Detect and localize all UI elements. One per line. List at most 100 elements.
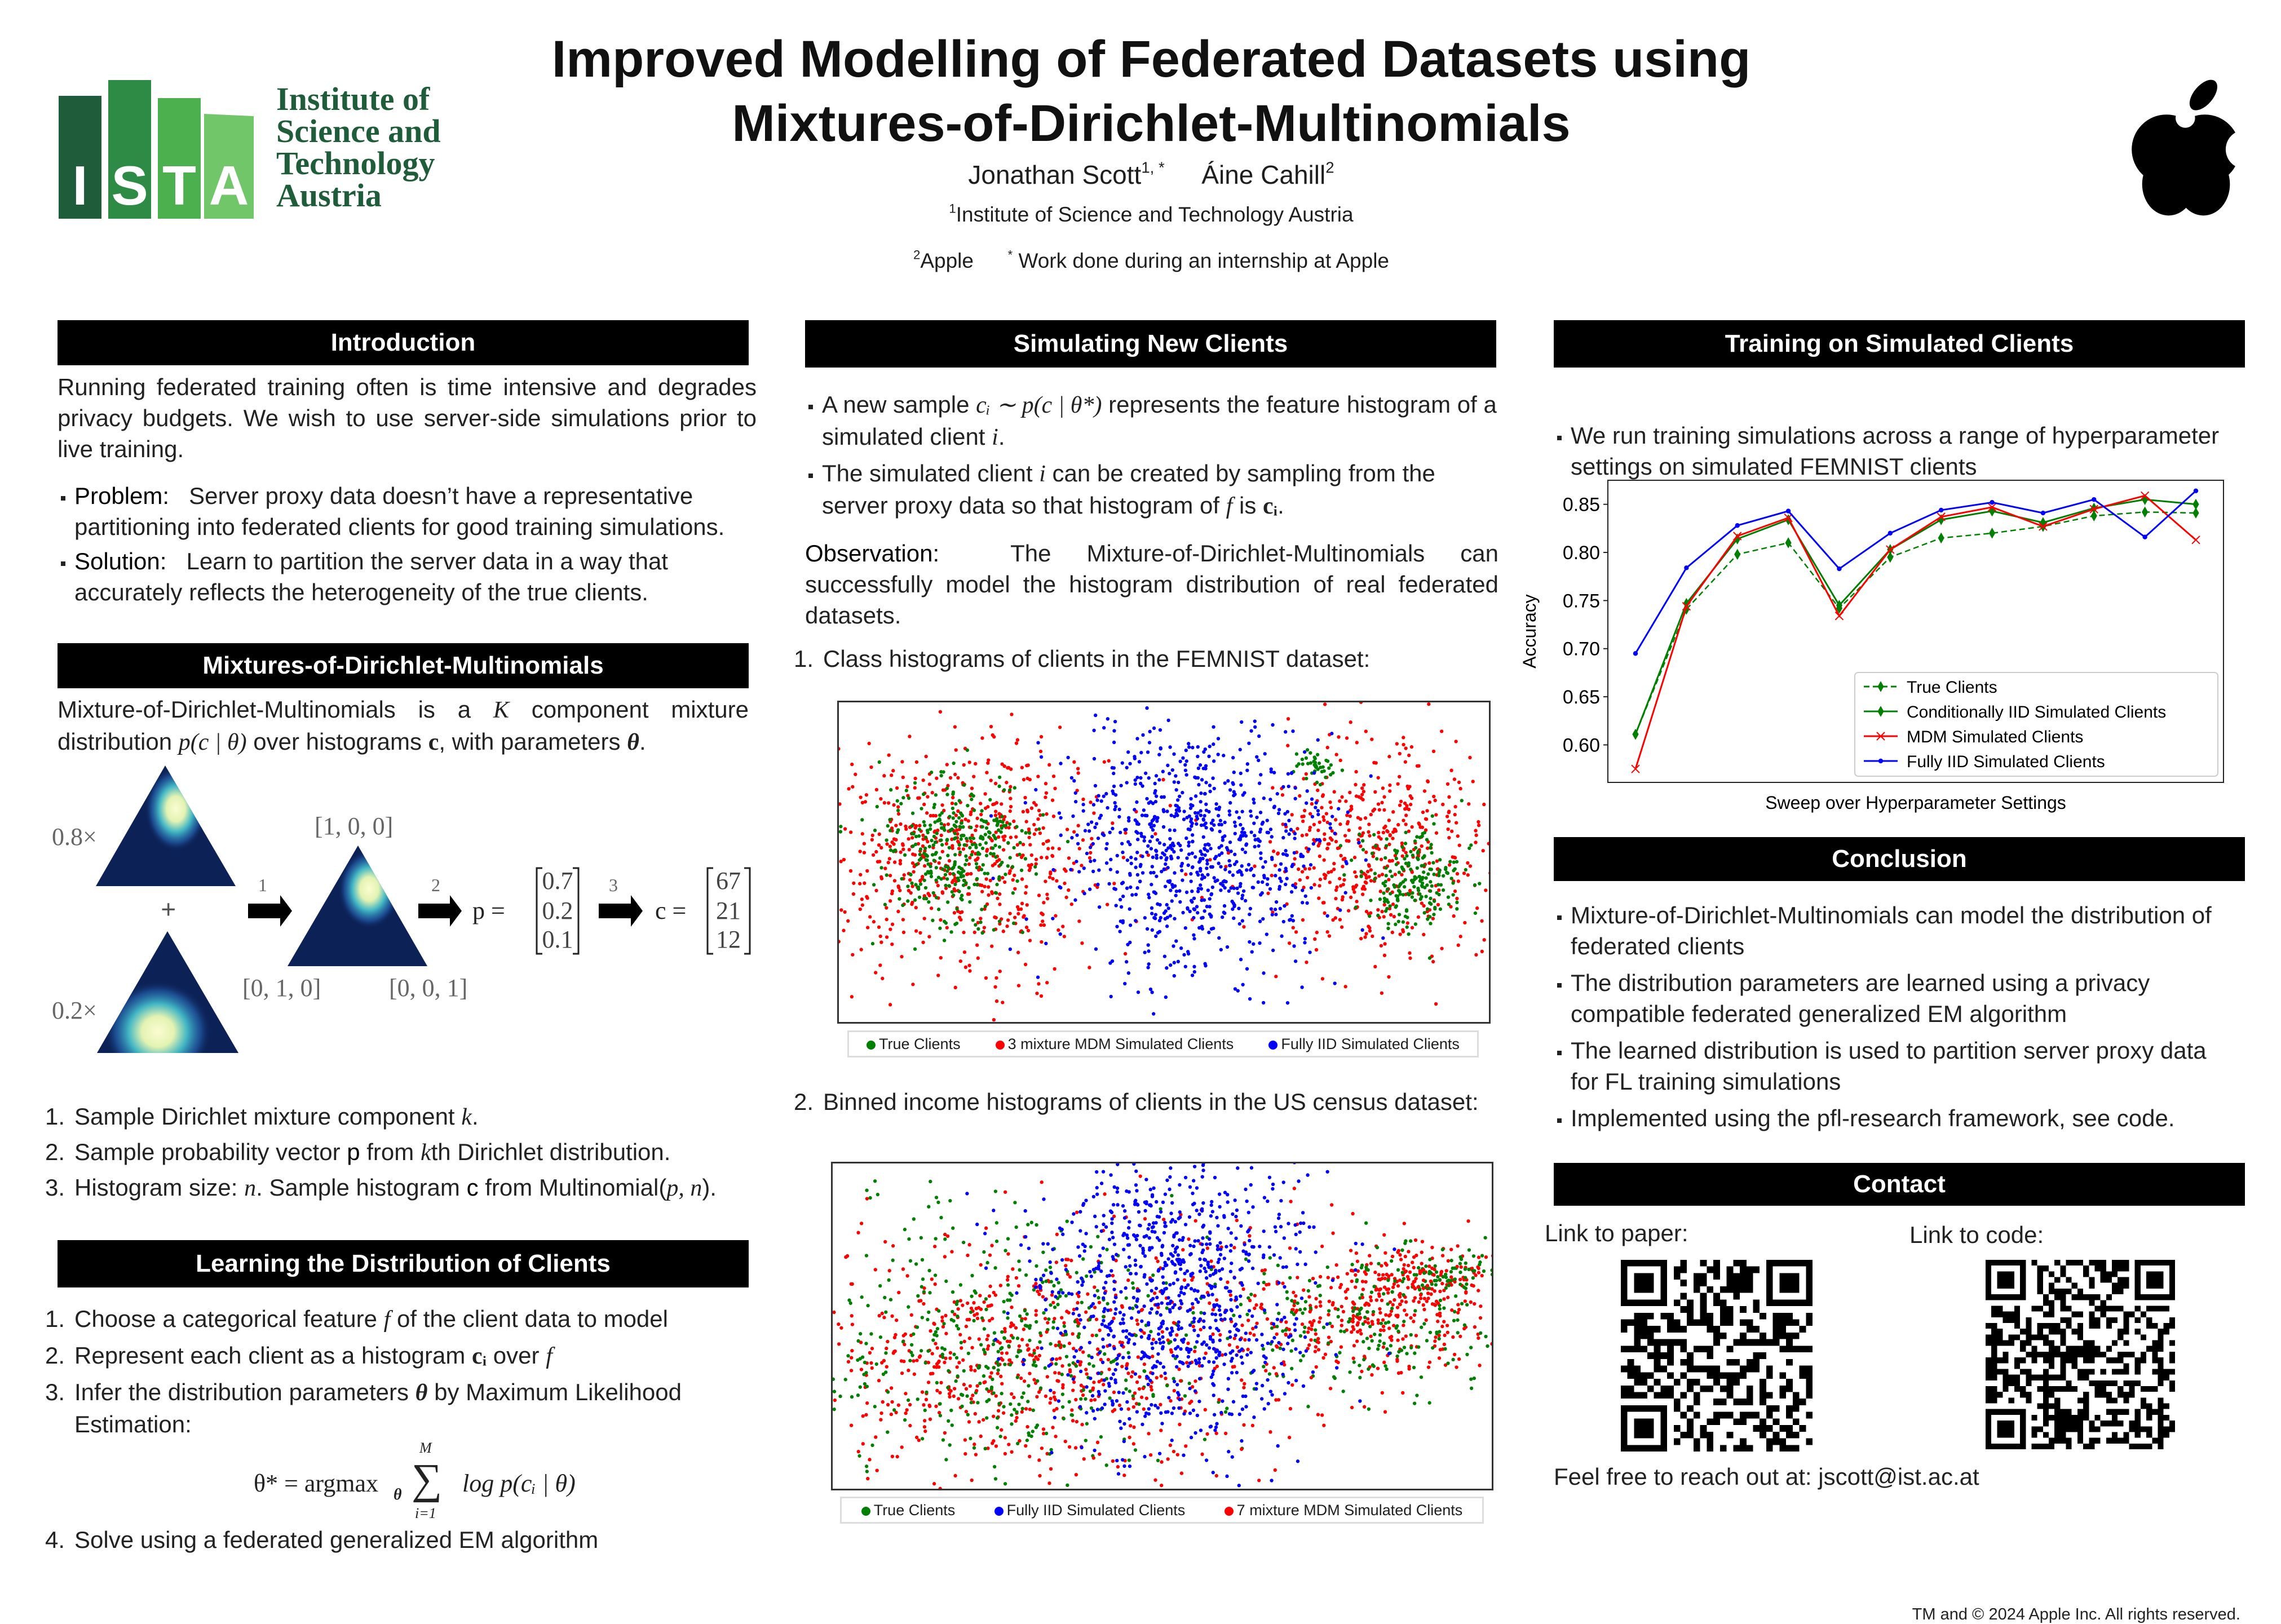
mdm-client-point	[1466, 873, 1470, 877]
mdm-client-point	[1037, 1458, 1041, 1462]
true-client-point	[941, 868, 944, 871]
iid-client-point	[1208, 1326, 1212, 1329]
true-client-point	[1017, 1402, 1020, 1406]
true-client-point	[926, 862, 930, 866]
true-client-point	[935, 1196, 938, 1199]
mdm-client-point	[1187, 1237, 1190, 1241]
true-client-point	[931, 853, 934, 856]
mdm-client-point	[1159, 1403, 1162, 1406]
mdm-client-point	[1408, 957, 1412, 960]
mdm-client-point	[1432, 750, 1435, 753]
true-client-point	[1413, 899, 1417, 902]
true-client-point	[1377, 1262, 1380, 1265]
mdm-client-point	[945, 842, 948, 846]
iid-client-point	[1178, 795, 1181, 798]
mdm-client-point	[1446, 1331, 1449, 1334]
mdm-client-point	[1240, 1448, 1243, 1451]
mdm-client-point	[945, 763, 949, 766]
iid-client-point	[1252, 798, 1255, 801]
iid-client-point	[1293, 832, 1297, 835]
iid-client-point	[1080, 1276, 1083, 1280]
mdm-client-point	[980, 890, 984, 893]
mdm-client-point	[1147, 1432, 1150, 1435]
mdm-client-point	[904, 1411, 907, 1415]
mdm-client-point	[959, 1299, 962, 1302]
mdm-client-point	[1089, 800, 1092, 804]
iid-client-point	[1238, 1413, 1241, 1416]
iid-client-point	[1133, 756, 1137, 760]
iid-client-point	[1261, 917, 1265, 921]
true-client-point	[1348, 1370, 1351, 1374]
mdm-client-point	[877, 1379, 881, 1382]
mdm-client-point	[1318, 884, 1321, 887]
mdm-client-point	[1422, 1303, 1425, 1307]
mdm-client-point	[1054, 914, 1057, 918]
iid-client-point	[1239, 838, 1242, 841]
mdm-client-point	[909, 891, 913, 895]
mdm-client-point	[1236, 1346, 1239, 1349]
true-client-point	[939, 877, 943, 880]
true-client-point	[1436, 883, 1440, 886]
iid-client-point	[1117, 815, 1121, 818]
iid-client-point	[991, 877, 994, 880]
iid-client-point	[1144, 1178, 1148, 1181]
mdm-client-point	[988, 1253, 992, 1256]
iid-client-point	[1041, 1242, 1045, 1245]
mdm-client-point	[1017, 908, 1020, 911]
mdm-client-point	[1205, 1432, 1209, 1436]
true-client-point	[1285, 1296, 1289, 1300]
true-client-point	[1390, 1290, 1394, 1294]
mdm-client-point	[1081, 1350, 1085, 1353]
mdm-client-point	[988, 1294, 991, 1298]
iid-client-point	[1177, 856, 1180, 859]
true-client-point	[1384, 880, 1387, 883]
true-client-point	[1373, 1333, 1376, 1336]
mdm-client-point	[1153, 832, 1157, 835]
mdm-client-point	[1327, 1276, 1330, 1279]
iid-client-point	[1306, 789, 1309, 793]
iid-client-point	[1187, 828, 1190, 831]
true-client-point	[1069, 1374, 1073, 1378]
mdm-client-point	[1038, 1354, 1041, 1357]
mdm-client-point	[931, 1352, 934, 1355]
sum-symbol: ∑	[412, 1458, 442, 1501]
mdm-client-point	[1093, 1285, 1096, 1289]
true-client-point	[1474, 911, 1477, 915]
mdm-client-point	[951, 846, 954, 849]
mdm-client-point	[1340, 926, 1343, 929]
iid-client-point	[1128, 762, 1131, 765]
mdm-client-point	[1404, 1255, 1407, 1258]
mdm-client-point	[1151, 1355, 1154, 1358]
mdm-client-point	[1055, 879, 1058, 882]
mdm-client-point	[1058, 1356, 1062, 1360]
true-client-point	[886, 1430, 889, 1433]
true-client-point	[980, 1316, 984, 1320]
true-client-point	[932, 891, 935, 895]
true-client-point	[984, 833, 987, 836]
iid-client-point	[1251, 1205, 1254, 1209]
mdm-client-point	[990, 890, 993, 893]
mdm-client-point	[895, 786, 899, 790]
mdm-client-point	[1169, 1399, 1172, 1402]
mdm-client-point	[867, 742, 870, 745]
femnist-scatter-svg	[839, 702, 1489, 1022]
true-client-point	[995, 1240, 998, 1243]
mdm-client-point	[1112, 882, 1116, 885]
iid-client-point	[1232, 887, 1236, 890]
true-client-point	[1075, 1364, 1078, 1368]
mdm-client-point	[1383, 942, 1386, 945]
mdm-client-point	[895, 1318, 898, 1322]
mdm-client-point	[1334, 818, 1337, 821]
iid-client-point	[1108, 1322, 1111, 1326]
mdm-client-point	[1396, 823, 1400, 826]
iid-client-point	[1258, 781, 1261, 785]
true-client-point	[868, 1196, 872, 1200]
iid-client-point	[1143, 839, 1146, 842]
iid-client-point	[1061, 1233, 1064, 1236]
mdm-client-point	[1353, 870, 1356, 874]
true-client-point	[1290, 1367, 1293, 1370]
iid-client-point	[1268, 798, 1272, 801]
mdm-client-point	[1226, 1281, 1229, 1284]
true-client-point	[953, 824, 956, 827]
iid-client-point	[1204, 803, 1208, 806]
